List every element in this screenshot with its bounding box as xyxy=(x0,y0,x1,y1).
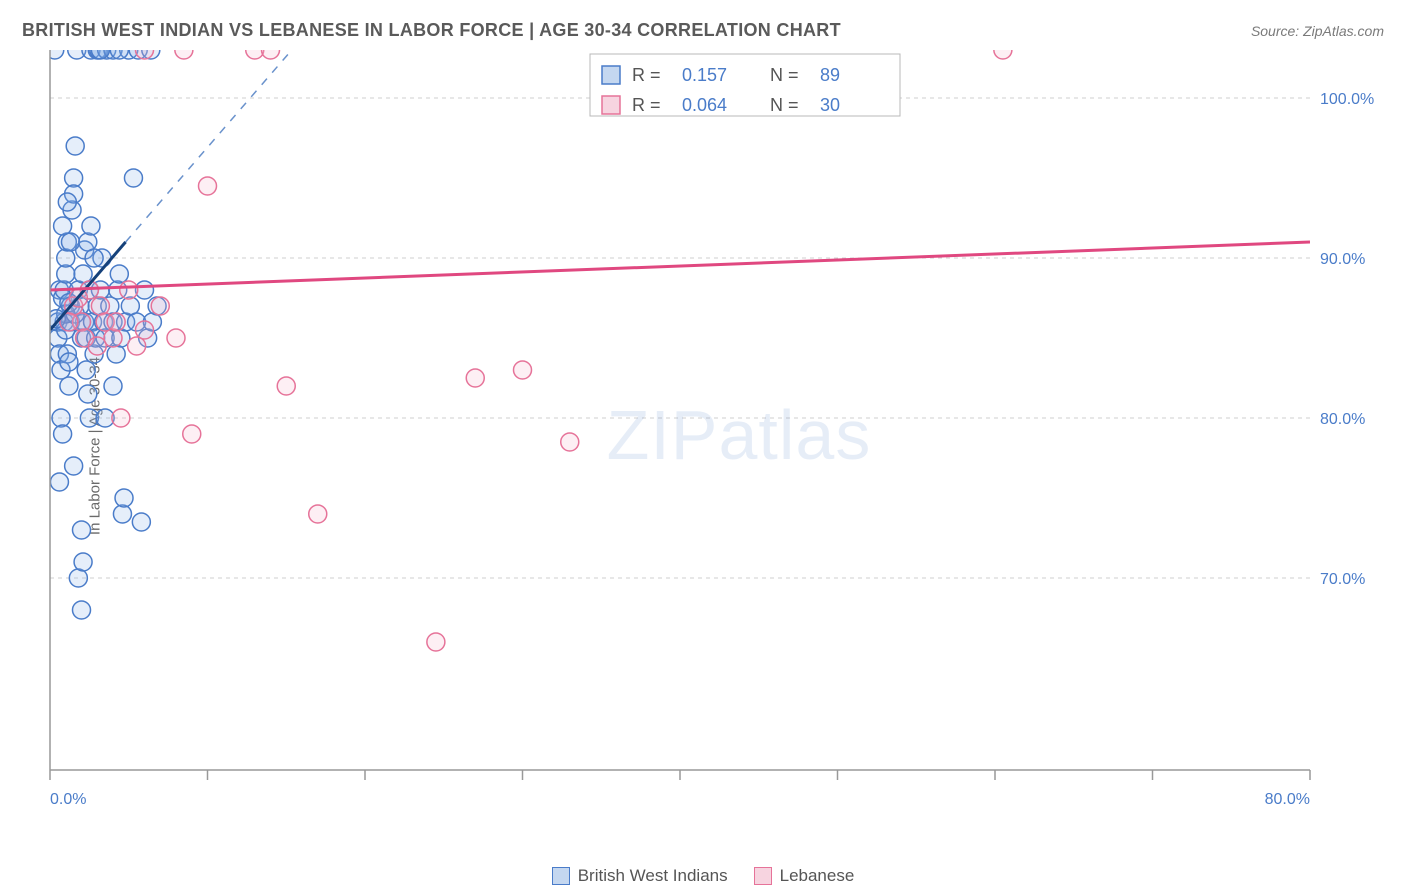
data-point-bwi xyxy=(110,265,128,283)
data-point-bwi xyxy=(61,233,79,251)
chart-title: BRITISH WEST INDIAN VS LEBANESE IN LABOR… xyxy=(22,20,841,41)
data-point-bwi xyxy=(77,361,95,379)
data-point-leb xyxy=(277,377,295,395)
data-point-bwi xyxy=(85,249,103,267)
legend-n-value: 30 xyxy=(820,95,840,115)
trend-line-leb xyxy=(50,242,1310,290)
data-point-bwi xyxy=(54,217,72,235)
data-point-bwi xyxy=(66,137,84,155)
data-point-leb xyxy=(466,369,484,387)
chart-header: BRITISH WEST INDIAN VS LEBANESE IN LABOR… xyxy=(22,20,1384,41)
data-point-bwi xyxy=(73,521,91,539)
chart-svg: 70.0% 80.0% 90.0% 100.0% 0.0% 80.0% R = 0.157 N … xyxy=(40,50,1385,820)
legend-label-bwi: British West Indians xyxy=(578,866,728,886)
legend-r-value: 0.157 xyxy=(682,65,727,85)
data-point-leb xyxy=(309,505,327,523)
data-point-bwi xyxy=(69,569,87,587)
x-tick-label: 0.0% xyxy=(50,791,86,808)
legend-item-bwi: British West Indians xyxy=(552,866,728,886)
data-point-leb xyxy=(175,50,193,59)
data-point-leb xyxy=(167,329,185,347)
data-point-leb xyxy=(561,433,579,451)
data-point-bwi xyxy=(46,50,64,59)
data-point-bwi xyxy=(79,385,97,403)
data-point-bwi xyxy=(57,249,75,267)
data-point-bwi xyxy=(115,489,133,507)
legend-r-label: R = xyxy=(632,95,661,115)
y-tick-label: 70.0% xyxy=(1320,571,1365,588)
y-tick-label: 100.0% xyxy=(1320,91,1374,108)
data-point-leb xyxy=(128,337,146,355)
trend-extrapolation-bwi xyxy=(126,50,389,242)
legend-label-leb: Lebanese xyxy=(780,866,855,886)
data-point-leb xyxy=(107,313,125,331)
data-point-bwi xyxy=(113,505,131,523)
data-point-bwi xyxy=(52,409,70,427)
legend-swatch xyxy=(602,66,620,84)
data-point-bwi xyxy=(132,513,150,531)
legend-swatch-bwi xyxy=(552,867,570,885)
data-point-bwi xyxy=(124,169,142,187)
data-point-bwi xyxy=(74,553,92,571)
data-point-bwi xyxy=(73,601,91,619)
y-tick-label: 80.0% xyxy=(1320,411,1365,428)
legend-n-value: 89 xyxy=(820,65,840,85)
data-point-leb xyxy=(994,50,1012,59)
legend-item-leb: Lebanese xyxy=(754,866,855,886)
data-point-bwi xyxy=(54,425,72,443)
legend-swatch-leb xyxy=(754,867,772,885)
data-point-bwi xyxy=(107,345,125,363)
data-point-leb xyxy=(183,425,201,443)
legend-r-value: 0.064 xyxy=(682,95,727,115)
data-point-bwi xyxy=(104,377,122,395)
data-point-leb xyxy=(514,361,532,379)
data-point-leb xyxy=(199,177,217,195)
legend-n-label: N = xyxy=(770,65,799,85)
y-tick-label: 90.0% xyxy=(1320,251,1365,268)
data-point-leb xyxy=(427,633,445,651)
data-point-leb xyxy=(120,281,138,299)
data-point-leb xyxy=(112,409,130,427)
data-point-bwi xyxy=(60,377,78,395)
data-point-bwi xyxy=(50,473,68,491)
legend-n-label: N = xyxy=(770,95,799,115)
x-tick-label: 80.0% xyxy=(1265,791,1310,808)
data-point-bwi xyxy=(65,457,83,475)
data-point-leb xyxy=(151,297,169,315)
data-point-bwi xyxy=(58,193,76,211)
legend-r-label: R = xyxy=(632,65,661,85)
data-point-leb xyxy=(104,329,122,347)
data-point-bwi xyxy=(82,217,100,235)
chart-plot-area: ZIPatlas 70.0%80.0%90.0%100.0%0.0%80.0%R… xyxy=(40,50,1385,820)
legend-swatch xyxy=(602,96,620,114)
chart-source: Source: ZipAtlas.com xyxy=(1251,23,1384,39)
bottom-legend: British West Indians Lebanese xyxy=(0,866,1406,886)
data-point-leb xyxy=(136,321,154,339)
data-point-leb xyxy=(91,297,109,315)
data-point-leb xyxy=(262,50,280,59)
data-point-bwi xyxy=(60,353,78,371)
